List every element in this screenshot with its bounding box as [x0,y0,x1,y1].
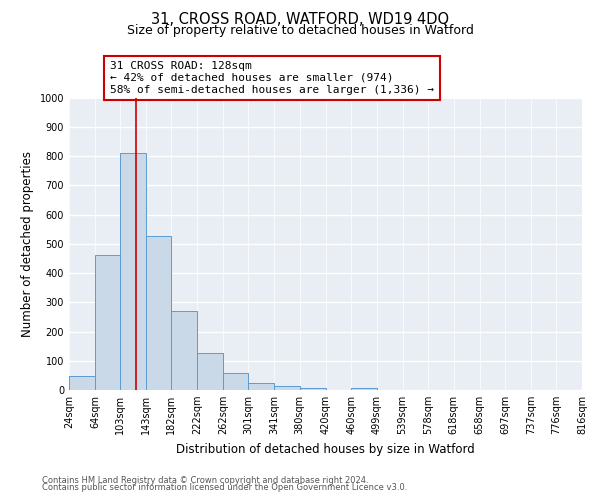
Bar [197,354,223,390]
Bar [352,388,377,390]
Bar [274,386,299,390]
Text: 31 CROSS ROAD: 128sqm
← 42% of detached houses are smaller (974)
58% of semi-det: 31 CROSS ROAD: 128sqm ← 42% of detached … [110,62,434,94]
Text: 31, CROSS ROAD, WATFORD, WD19 4DQ: 31, CROSS ROAD, WATFORD, WD19 4DQ [151,12,449,28]
X-axis label: Distribution of detached houses by size in Watford: Distribution of detached houses by size … [176,442,475,456]
Bar [299,388,326,390]
Text: Contains public sector information licensed under the Open Government Licence v3: Contains public sector information licen… [42,484,407,492]
Bar [95,256,120,390]
Bar [248,382,274,390]
Text: Contains HM Land Registry data © Crown copyright and database right 2024.: Contains HM Land Registry data © Crown c… [42,476,368,485]
Y-axis label: Number of detached properties: Number of detached properties [21,151,34,337]
Bar [120,153,146,390]
Bar [223,374,248,390]
Bar [172,311,197,390]
Text: Size of property relative to detached houses in Watford: Size of property relative to detached ho… [127,24,473,37]
Bar [69,376,95,390]
Bar [146,236,172,390]
